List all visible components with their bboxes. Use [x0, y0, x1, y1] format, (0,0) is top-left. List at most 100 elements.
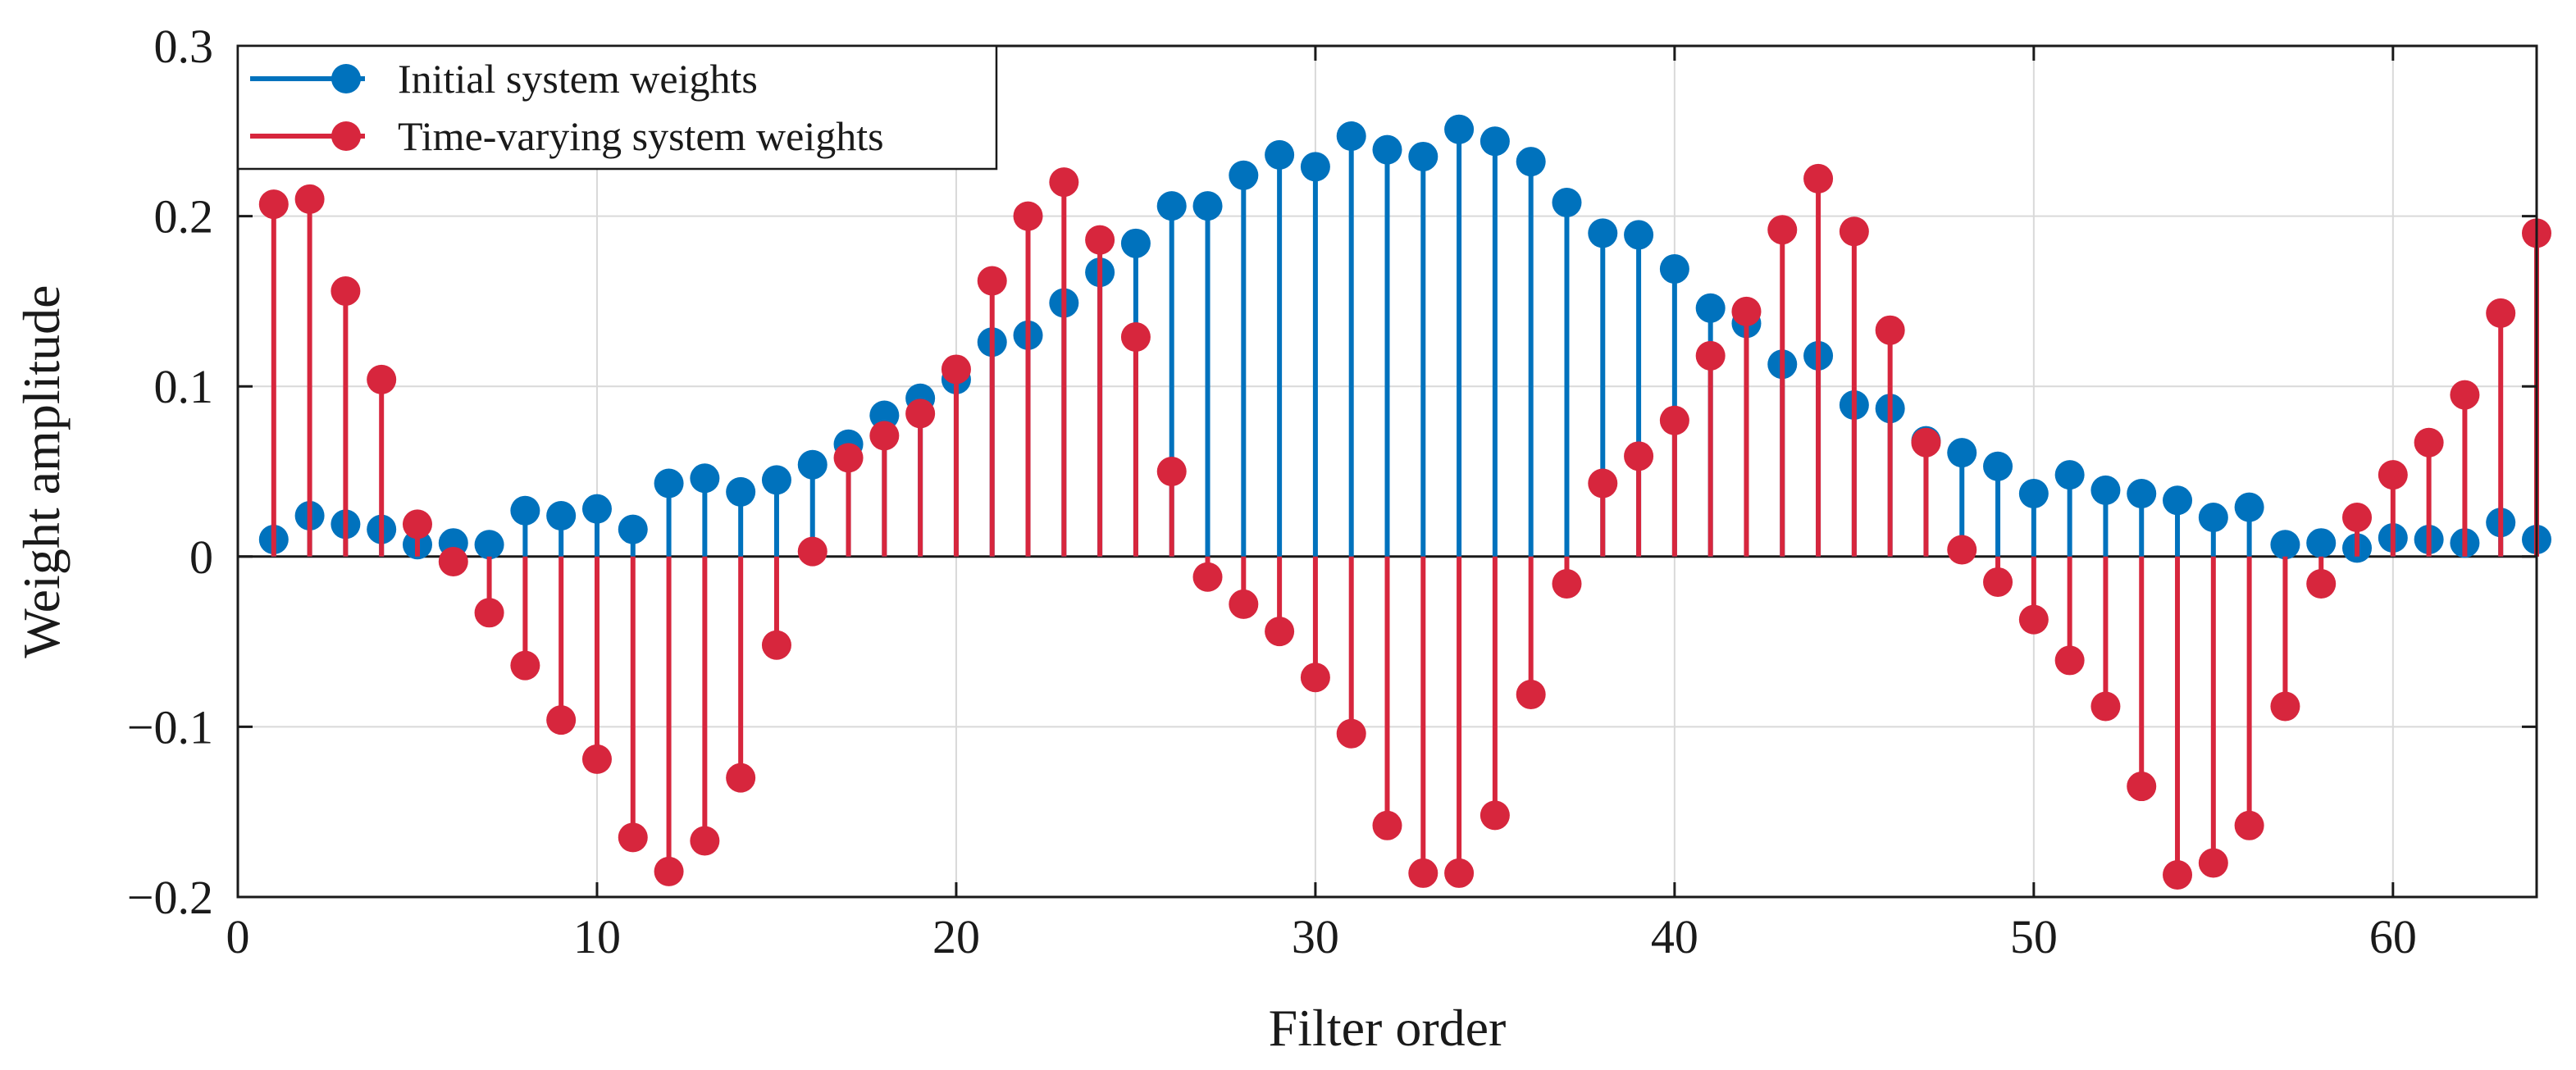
stem-marker: [1013, 201, 1043, 231]
y-tick-label: 0.1: [154, 360, 214, 413]
stem-marker: [1408, 141, 1438, 171]
stem-marker: [2378, 460, 2408, 490]
stem-marker: [1229, 160, 1259, 190]
stem-marker: [1372, 810, 1402, 840]
stem-marker: [977, 266, 1007, 296]
stem-marker: [258, 189, 289, 220]
legend-label-time-varying: Time-varying system weights: [398, 113, 884, 159]
stem-marker: [2450, 380, 2480, 410]
stem-marker: [1588, 218, 1618, 248]
stem-marker: [510, 650, 540, 681]
y-tick-label: 0.3: [154, 20, 214, 73]
stem-marker: [1767, 215, 1798, 245]
stem-marker: [1265, 617, 1295, 647]
stem-marker: [2090, 475, 2121, 505]
stem-marker: [2163, 485, 2193, 516]
stem-marker: [2163, 860, 2193, 890]
stem-marker: [1192, 562, 1223, 592]
series-layer: [258, 114, 2551, 890]
stem-marker: [1479, 800, 1510, 831]
legend: Initial system weights Time-varying syst…: [236, 44, 998, 171]
stem-marker: [581, 494, 612, 524]
stem-marker: [2018, 604, 2049, 635]
stem-marker: [474, 530, 504, 560]
stem-marker: [1300, 152, 1330, 182]
tick-labels: 0 10 20 30 40 50 60 −0.2 −0.1 0 0.1 0.2 0.3: [127, 20, 2417, 963]
stem-marker: [833, 443, 864, 473]
stem-marker: [869, 400, 900, 430]
stem-marker: [761, 465, 791, 495]
legend-box: [236, 44, 998, 171]
x-tick-label: 60: [2369, 910, 2417, 963]
stem-marker: [2342, 503, 2373, 533]
stem-marker: [1839, 216, 1869, 247]
series-initial: [258, 114, 2551, 563]
stem-marker: [1336, 121, 1366, 152]
plot-frame: [236, 44, 2538, 899]
stem-marker: [869, 421, 900, 451]
stem-marker: [1156, 191, 1187, 221]
stem-marker: [1875, 315, 1905, 345]
stem-marker: [2306, 528, 2337, 558]
stem-marker: [331, 275, 361, 306]
stem-marker: [402, 509, 432, 540]
stem-marker: [1731, 296, 1762, 326]
stem-marker: [726, 763, 756, 793]
stem-marker: [2127, 478, 2157, 508]
x-axis-title: Filter order: [1269, 999, 1507, 1057]
stem-marker: [1911, 427, 1941, 458]
stem-marker: [654, 468, 684, 499]
stem-marker: [1659, 253, 1689, 284]
stem-marker: [1300, 662, 1330, 693]
x-tick-label: 20: [932, 910, 980, 963]
stem-marker: [2414, 427, 2444, 458]
stem-marker: [1624, 220, 1654, 250]
stem-marker: [2270, 691, 2300, 722]
stem-marker: [581, 744, 612, 774]
stem-marker: [1192, 191, 1223, 221]
stem-marker: [1695, 340, 1726, 371]
stem-marker: [1516, 679, 1546, 709]
stem-marker: [2054, 460, 2085, 490]
stem-marker: [1947, 535, 1977, 565]
x-tick-label: 10: [573, 910, 621, 963]
stem-marker: [1695, 293, 1726, 323]
stem-marker: [1803, 163, 1834, 194]
stem-marker: [2270, 530, 2300, 560]
stem-marker: [1552, 569, 1582, 599]
stem-marker: [1479, 126, 1510, 157]
stem-marker: [1947, 438, 1977, 468]
stem-marker: [618, 514, 648, 544]
stem-marker: [1265, 139, 1295, 170]
stem-marker: [2234, 492, 2264, 522]
stem-marker: [1624, 441, 1654, 471]
stem-marker: [690, 463, 720, 494]
stem-marker: [1049, 167, 1079, 198]
stem-marker: [797, 536, 828, 567]
y-tick-label: −0.2: [127, 871, 213, 924]
stem-marker: [1444, 114, 1475, 144]
x-tick-label: 50: [2010, 910, 2058, 963]
legend-entry-time-varying: Time-varying system weights: [250, 113, 884, 159]
stem-marker: [761, 630, 791, 660]
x-tick-label: 0: [226, 910, 250, 963]
stem-marker: [546, 500, 577, 530]
stem-marker: [690, 826, 720, 856]
stem-marker: [2486, 298, 2516, 328]
x-tick-label: 40: [1651, 910, 1698, 963]
stem-marker: [941, 354, 971, 385]
stem-marker: [1983, 451, 2013, 481]
legend-marker-time-varying: [331, 121, 361, 151]
y-axis-title: Weight amplitude: [12, 285, 71, 658]
x-tick-label: 30: [1292, 910, 1339, 963]
stem-marker: [438, 547, 468, 577]
stem-marker: [618, 822, 648, 853]
stem-marker: [1372, 134, 1402, 165]
stem-marker: [510, 495, 540, 526]
legend-marker-initial: [331, 64, 361, 93]
stem-marker: [294, 184, 325, 214]
stem-marker: [1085, 225, 1115, 255]
stem-marker: [2127, 772, 2157, 802]
stem-marker: [654, 856, 684, 886]
